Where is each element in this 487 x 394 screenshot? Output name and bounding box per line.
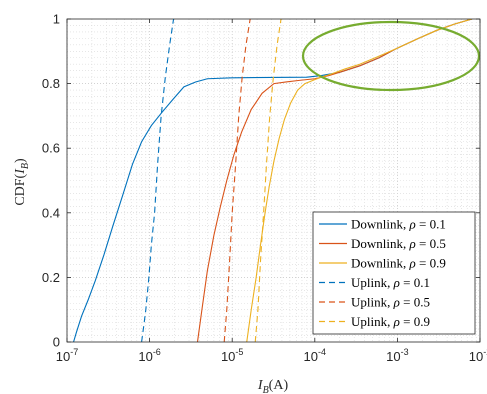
legend-label: Uplink, ρ = 0.1 <box>351 275 430 290</box>
legend: Downlink, ρ = 0.1 Downlink, ρ = 0.5 Downli… <box>312 211 476 335</box>
legend-label: Downlink, ρ = 0.5 <box>351 236 446 251</box>
x-tick-label: 10-3 <box>386 347 408 364</box>
x-tick-label: 10-4 <box>304 347 326 364</box>
y-tick-label: 0.4 <box>42 205 60 220</box>
x-tick-label: 10-7 <box>56 347 78 364</box>
y-tick-label: 0.2 <box>42 270 60 285</box>
legend-label: Downlink, ρ = 0.1 <box>351 217 446 232</box>
ticks: 10-7 10-6 10-5 10-4 10-3 10-2 0 0.2 0.4 0.6 0.8 1 <box>42 12 487 365</box>
legend-label: Uplink, ρ = 0.5 <box>351 295 430 310</box>
x-tick-label: 10-6 <box>138 347 160 364</box>
y-tick-label: 0 <box>53 335 60 350</box>
x-axis-title: IB(A) <box>257 378 289 394</box>
x-tick-label: 10-5 <box>221 347 243 364</box>
y-tick-label: 0.8 <box>42 76 60 91</box>
y-tick-label: 0.6 <box>42 141 60 156</box>
series-line-3 <box>246 19 473 342</box>
legend-label: Uplink, ρ = 0.9 <box>351 314 430 329</box>
legend-label: Downlink, ρ = 0.9 <box>351 256 446 271</box>
plot-frame <box>66 18 481 343</box>
highlight-ellipse <box>301 20 481 92</box>
y-axis-title: CDF(IB) <box>13 158 31 206</box>
series-group <box>73 19 473 342</box>
x-tick-label: 10-2 <box>469 347 487 364</box>
legend-box <box>312 211 476 335</box>
y-tick-label: 1 <box>53 12 60 27</box>
